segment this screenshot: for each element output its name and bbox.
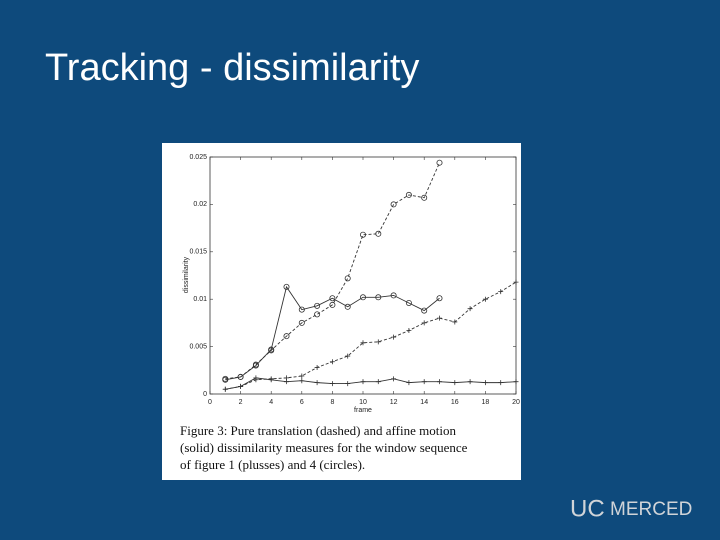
y-tick-label: 0.01 <box>193 296 207 303</box>
circle-marker <box>375 230 382 237</box>
plus-marker <box>375 379 381 385</box>
plus-marker <box>222 386 228 392</box>
circle-marker <box>421 194 428 201</box>
caption-line: Figure 3: Pure translation (dashed) and … <box>180 423 456 438</box>
x-tick-label: 10 <box>359 399 367 406</box>
plus-marker <box>513 379 519 385</box>
plus-marker <box>498 380 504 386</box>
plus-marker <box>329 359 335 365</box>
circle-marker <box>268 346 275 353</box>
plus-marker <box>467 306 473 312</box>
y-tick-label: 0.025 <box>189 154 207 161</box>
circle-marker <box>314 302 321 309</box>
circle-marker <box>344 275 351 282</box>
plus-marker <box>437 315 442 321</box>
circle-marker <box>298 306 305 313</box>
plus-marker <box>421 320 427 326</box>
x-tick-label: 2 <box>239 399 243 406</box>
y-tick-label: 0 <box>203 391 207 398</box>
plus-marker <box>238 383 244 389</box>
plus-marker <box>253 375 259 381</box>
x-tick-label: 6 <box>300 399 304 406</box>
plus-marker <box>498 289 504 295</box>
series-line <box>225 281 517 390</box>
circle-marker <box>329 301 336 308</box>
circle-marker <box>405 299 412 306</box>
plus-marker <box>329 381 335 387</box>
x-tick-label: 18 <box>482 399 490 406</box>
plus-marker <box>452 380 458 386</box>
plus-marker <box>391 376 397 382</box>
plus-marker <box>437 379 442 385</box>
circle-marker <box>222 376 229 383</box>
circle-marker <box>436 295 443 302</box>
plus-marker <box>345 353 351 359</box>
plus-marker <box>299 378 305 384</box>
plus-marker <box>284 379 289 385</box>
circle-marker <box>329 295 336 302</box>
plus-marker <box>360 340 366 346</box>
circle-marker <box>314 311 321 318</box>
circle-marker <box>237 373 244 380</box>
plus-marker <box>406 327 412 333</box>
x-tick-label: 16 <box>451 399 459 406</box>
x-tick-label: 20 <box>512 399 520 406</box>
plus-marker <box>452 319 458 325</box>
plus-marker <box>345 381 351 387</box>
plus-marker <box>482 296 488 302</box>
y-tick-label: 0.015 <box>189 249 207 256</box>
plus-marker <box>513 279 519 285</box>
circle-marker <box>436 159 443 166</box>
y-tick-label: 0.02 <box>193 201 207 208</box>
logo-uc: UC <box>570 495 605 522</box>
x-tick-label: 12 <box>390 399 398 406</box>
x-tick-label: 4 <box>269 399 273 406</box>
circle-marker <box>405 191 412 198</box>
plus-marker <box>467 379 473 385</box>
circle-marker <box>390 201 397 208</box>
plus-marker <box>406 380 412 386</box>
caption-line: of figure 1 (plusses) and 4 (circles). <box>180 457 365 472</box>
circle-marker <box>421 307 428 314</box>
plus-marker <box>268 377 274 383</box>
plus-marker <box>314 380 320 386</box>
series-line <box>225 285 440 381</box>
circle-marker <box>344 303 351 310</box>
y-axis-label: dissimilarity <box>183 256 190 293</box>
plus-marker <box>391 334 397 340</box>
caption-line: (solid) dissimilarity measures for the w… <box>180 440 468 455</box>
x-tick-label: 0 <box>208 399 212 406</box>
circle-marker <box>283 283 290 290</box>
y-tick-label: 0.005 <box>189 343 207 350</box>
x-axis-label: frame <box>354 407 372 414</box>
plus-marker <box>360 379 366 385</box>
plus-marker <box>421 379 427 385</box>
circle-marker <box>252 362 259 369</box>
logo-merced: MERCED <box>610 499 692 520</box>
plus-marker <box>314 364 320 370</box>
plus-marker <box>482 380 488 386</box>
circle-marker <box>359 231 366 238</box>
circle-marker <box>390 292 397 299</box>
figure-panel <box>162 143 521 480</box>
x-tick-label: 14 <box>420 399 428 406</box>
plus-marker <box>299 373 305 379</box>
plus-marker <box>375 339 381 345</box>
x-tick-label: 8 <box>330 399 334 406</box>
series-line <box>225 377 517 390</box>
slide-title: Tracking - dissimilarity <box>45 47 419 89</box>
circle-marker <box>359 294 366 301</box>
circle-marker <box>375 294 382 301</box>
circle-marker <box>283 333 290 340</box>
circle-marker <box>298 319 305 326</box>
